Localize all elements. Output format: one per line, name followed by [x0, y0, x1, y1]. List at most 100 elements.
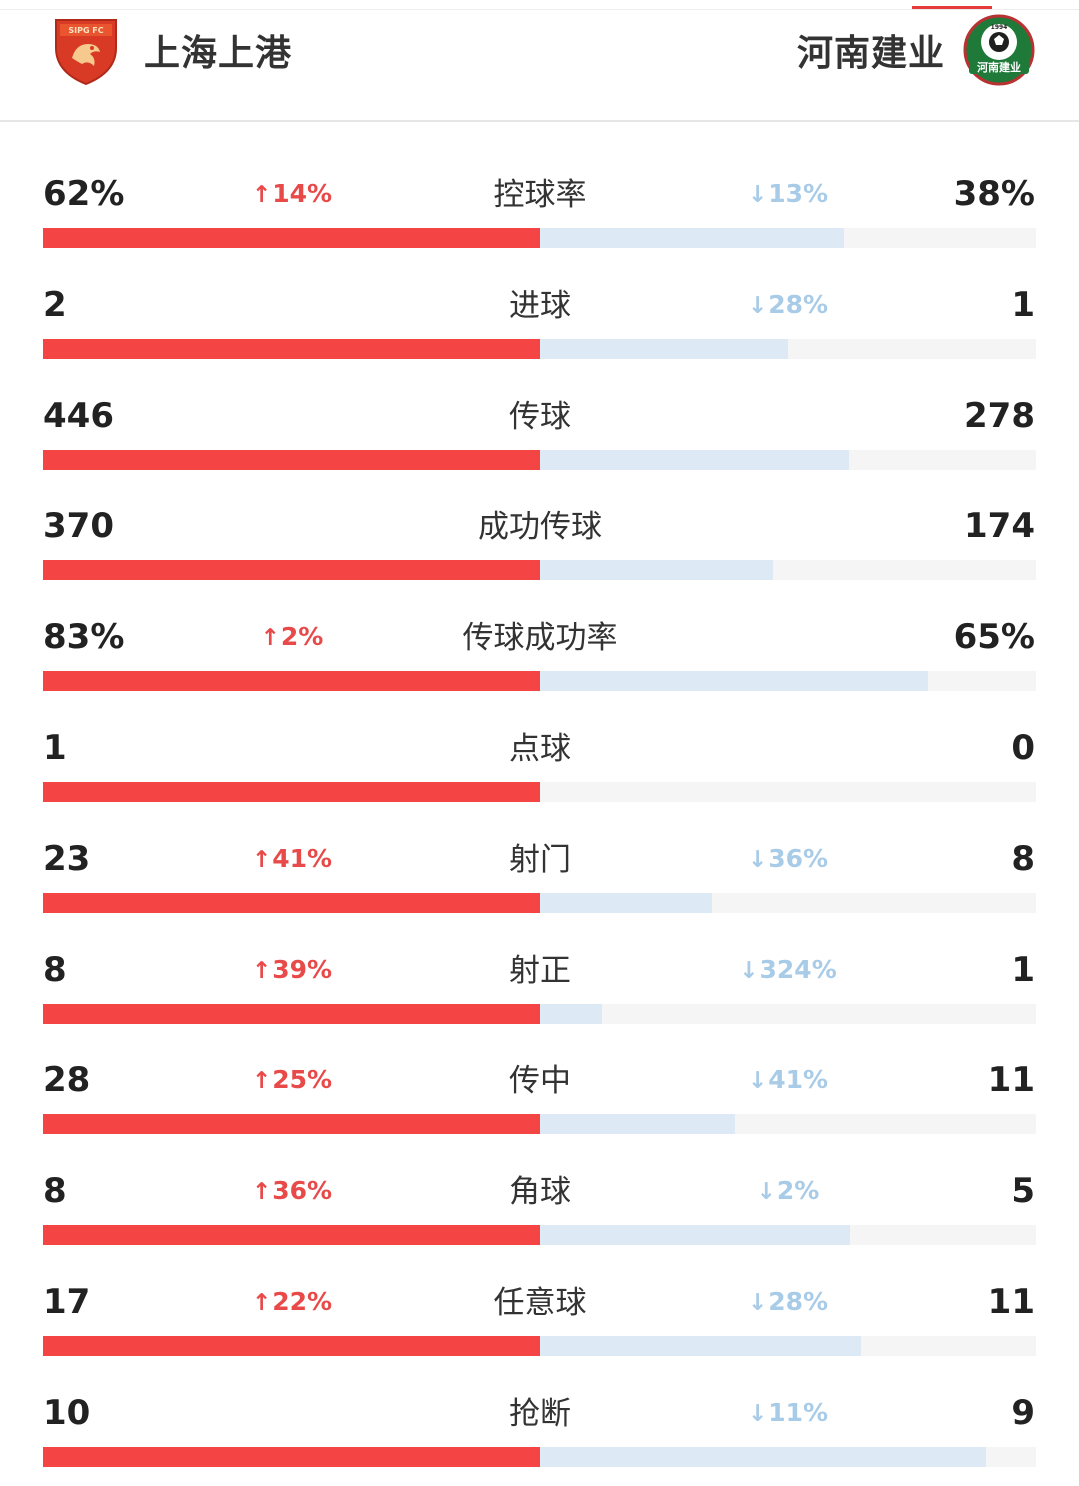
home-stat-value: 8 [43, 949, 67, 990]
home-change-indicator: ↑14% [222, 178, 362, 211]
arrow-down-icon: ↓ [747, 182, 768, 208]
home-change-indicator: ↑39% [222, 954, 362, 987]
home-bar [43, 449, 540, 470]
arrow-down-icon: ↓ [756, 1179, 776, 1206]
away-change-indicator: ↓36% [718, 843, 858, 876]
home-change-text: 39% [272, 954, 333, 984]
arrow-down-icon: ↓ [747, 846, 768, 873]
away-change-indicator: ↓324% [718, 954, 858, 987]
stat-comparison-bar [43, 1114, 1036, 1135]
arrow-up-icon: ↑ [251, 957, 272, 984]
away-stat-value: 65% [953, 617, 1035, 658]
svg-text:SIPG FC: SIPG FC [68, 26, 103, 35]
home-change-indicator: ↑22% [222, 1286, 362, 1319]
away-stat-value: 9 [1011, 1392, 1035, 1433]
home-team-name: 上海上港 [144, 33, 293, 74]
home-bar [43, 1114, 540, 1135]
home-stat-value: 62% [43, 174, 125, 214]
home-bar [43, 671, 540, 692]
away-bar [539, 1446, 987, 1467]
stat-comparison-bar [43, 1003, 1036, 1024]
arrow-down-icon: ↓ [747, 1289, 768, 1316]
away-change-text: 11% [768, 1397, 829, 1427]
stat-label: 控球率 [493, 177, 587, 213]
stat-comparison-bar [43, 338, 1036, 359]
away-stat-value: 0 [1011, 727, 1035, 768]
stat-row: 62% 38% 控球率 ↑14% ↓13% [0, 138, 1079, 249]
home-bar [43, 781, 540, 802]
home-stat-value: 83% [43, 617, 125, 658]
tab-indicator [912, 6, 992, 9]
away-change-indicator: ↓11% [718, 1397, 858, 1430]
stat-row: 28 11 传中 ↑25% ↓41% [0, 1024, 1079, 1135]
home-stat-value: 2 [43, 284, 67, 325]
stat-comparison-bar [43, 892, 1036, 913]
home-change-text: 25% [272, 1065, 333, 1095]
stat-row: 8 5 角球 ↑36% ↓2% [0, 1135, 1079, 1246]
away-stat-value: 11 [987, 1281, 1035, 1322]
stat-comparison-bar [43, 1225, 1036, 1246]
away-team-name: 河南建业 [796, 33, 945, 74]
henan-jianye-crest-logo: 1994 河南建业 [963, 14, 1035, 86]
match-header: SIPG FC 上海上港 河南建业 1994 河南建业 [0, 0, 1079, 122]
home-change-text: 22% [272, 1286, 333, 1316]
away-stat-value: 11 [987, 1060, 1035, 1101]
home-bar [43, 1335, 540, 1356]
home-change-text: 41% [272, 843, 333, 873]
away-bar [539, 1003, 602, 1024]
stat-label: 点球 [509, 730, 571, 767]
away-bar [539, 338, 788, 359]
home-bar [43, 560, 540, 581]
away-change-indicator: ↓13% [718, 178, 858, 211]
arrow-down-icon: ↓ [747, 292, 768, 319]
home-team[interactable]: SIPG FC 上海上港 [50, 14, 292, 86]
away-change-text: 36% [768, 843, 829, 873]
home-stat-value: 1 [43, 727, 67, 768]
sipg-crest-logo: SIPG FC [55, 19, 117, 86]
away-change-text: 13% [768, 179, 829, 208]
stat-label: 成功传球 [478, 509, 602, 546]
arrow-down-icon: ↓ [739, 957, 759, 984]
stat-label: 射正 [509, 952, 571, 989]
stat-comparison-bar [43, 560, 1036, 581]
arrow-up-icon: ↑ [251, 846, 272, 873]
home-stat-value: 10 [43, 1392, 91, 1433]
away-bar [539, 228, 844, 248]
svg-text:河南建业: 河南建业 [977, 60, 1021, 74]
arrow-up-icon: ↑ [251, 1289, 272, 1316]
arrow-up-icon: ↑ [251, 182, 272, 208]
stat-row: 23 8 射门 ↑41% ↓36% [0, 803, 1079, 914]
away-stat-value: 8 [1011, 838, 1035, 879]
away-bar [539, 1225, 850, 1246]
stat-label: 角球 [509, 1174, 571, 1211]
home-change-indicator: ↑2% [222, 621, 362, 654]
stats-list: 62% 38% 控球率 ↑14% ↓13% 2 1 进球 ↓28% 446 278 传球 370 174 成… [0, 138, 1079, 1468]
stat-comparison-bar [43, 228, 1036, 248]
stat-row: 17 11 任意球 ↑22% ↓28% [0, 1246, 1079, 1357]
stat-row: 10 9 抢断 ↓11% [0, 1357, 1079, 1468]
stat-label: 传球 [509, 398, 571, 435]
away-bar [539, 892, 713, 913]
away-change-text: 41% [768, 1065, 829, 1095]
home-bar [43, 1446, 540, 1467]
home-bar [43, 228, 540, 248]
stat-row: 370 174 成功传球 [0, 470, 1079, 581]
stat-row: 446 278 传球 [0, 360, 1079, 471]
away-stat-value: 5 [1011, 1171, 1035, 1212]
stat-row: 83% 65% 传球成功率 ↑2% [0, 581, 1079, 692]
stat-row: 1 0 点球 [0, 692, 1079, 803]
stat-row: 2 1 进球 ↓28% [0, 249, 1079, 360]
away-change-indicator: ↓28% [718, 289, 858, 322]
away-stat-value: 278 [964, 395, 1035, 436]
away-stat-value: 1 [1011, 949, 1035, 990]
home-stat-value: 28 [43, 1060, 91, 1101]
away-bar [539, 1114, 735, 1135]
away-stat-value: 1 [1011, 284, 1035, 325]
arrow-up-icon: ↑ [251, 1179, 272, 1206]
away-team[interactable]: 河南建业 1994 河南建业 [797, 14, 1035, 86]
away-change-text: 28% [768, 289, 829, 319]
home-change-indicator: ↑25% [222, 1064, 362, 1097]
stat-comparison-bar [43, 1446, 1036, 1467]
away-change-indicator: ↓2% [718, 1175, 858, 1208]
away-change-indicator: ↓28% [718, 1286, 858, 1319]
